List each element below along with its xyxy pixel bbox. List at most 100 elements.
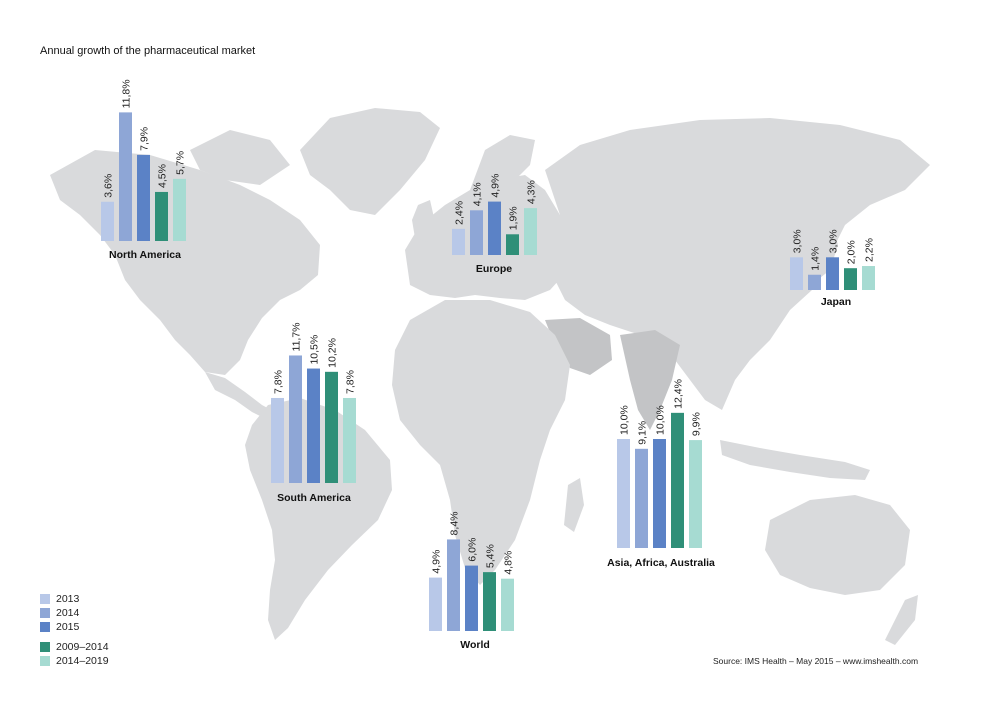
arctic-islands-landmass	[190, 130, 290, 185]
chart-world: 4,9% 8,4% 6,0% 5,4% 4,8% World	[429, 512, 515, 651]
uk-landmass	[412, 200, 435, 242]
bar-europe-2014	[470, 210, 483, 255]
legend-item-2013: 2013	[40, 592, 109, 606]
data-label-north-america-2014: 11,8%	[121, 79, 133, 108]
data-label-north-america-2009-2014: 4,5%	[157, 164, 169, 188]
data-label-south-america-2014-2019: 7,8%	[345, 370, 357, 394]
legend-label-2014: 2014	[56, 607, 80, 619]
bar-europe-2009-2014	[506, 234, 519, 255]
data-label-south-america-2015: 10,5%	[309, 335, 321, 365]
data-label-europe-2013: 2,4%	[454, 201, 466, 225]
bar-world-2014	[447, 539, 460, 631]
bar-japan-2015	[826, 257, 839, 290]
legend-swatch-2015	[40, 622, 50, 632]
bar-japan-2009-2014	[844, 268, 857, 290]
legend: 2013 2014 2015 2009–2014 2014–2019	[40, 592, 109, 668]
data-label-asia-africa-australia-2013: 10,0%	[619, 405, 631, 435]
bar-north-america-2015	[137, 154, 150, 241]
legend-label-2015: 2015	[56, 621, 80, 633]
data-label-europe-2014-2019: 4,3%	[526, 180, 538, 204]
bar-japan-2014	[808, 274, 821, 290]
bar-japan-2014-2019	[862, 266, 875, 290]
data-label-north-america-2013: 3,6%	[103, 174, 115, 198]
region-label-south-america: South America	[277, 492, 351, 504]
bar-north-america-2013	[101, 201, 114, 241]
bar-europe-2014-2019	[524, 208, 537, 255]
source-note: Source: IMS Health – May 2015 – www.imsh…	[713, 656, 919, 666]
bar-europe-2015	[488, 201, 501, 255]
legend-swatch-2009-2014	[40, 642, 50, 652]
bar-north-america-2014	[119, 112, 132, 241]
data-label-asia-africa-australia-2015: 10,0%	[655, 405, 667, 435]
data-label-world-2014-2019: 4,8%	[503, 551, 515, 575]
data-label-japan-2015: 3,0%	[828, 229, 840, 253]
data-label-japan-2014-2019: 2,2%	[864, 238, 876, 262]
data-label-japan-2009-2014: 2,0%	[846, 240, 858, 264]
data-label-europe-2015: 4,9%	[490, 174, 502, 198]
chart-japan: 3,0% 1,4% 3,0% 2,0% 2,2% Japan	[790, 229, 876, 308]
legend-label-2014-2019: 2014–2019	[56, 655, 109, 667]
bar-world-2014-2019	[501, 578, 514, 631]
north-america-landmass	[50, 150, 320, 375]
bar-europe-2013	[452, 228, 465, 255]
region-label-world: World	[460, 639, 490, 651]
bar-south-america-2014-2019	[343, 397, 356, 483]
data-label-world-2015: 6,0%	[467, 538, 479, 562]
bar-asia-africa-australia-2014	[635, 448, 648, 548]
bar-south-america-2014	[289, 355, 302, 483]
region-label-asia-africa-australia: Asia, Africa, Australia	[607, 557, 715, 569]
legend-item-2009-2014: 2009–2014	[40, 640, 109, 654]
bar-asia-africa-australia-2015	[653, 439, 666, 548]
bar-north-america-2009-2014	[155, 191, 168, 241]
scandinavia-landmass	[470, 135, 535, 190]
australia-landmass	[765, 495, 910, 595]
bar-south-america-2013	[271, 397, 284, 483]
legend-label-2009-2014: 2009–2014	[56, 641, 109, 653]
legend-label-2013: 2013	[56, 593, 80, 605]
bar-world-2015	[465, 565, 478, 631]
data-label-japan-2013: 3,0%	[792, 229, 804, 253]
bar-north-america-2014-2019	[173, 178, 186, 241]
bar-world-2009-2014	[483, 572, 496, 631]
legend-item-2014-2019: 2014–2019	[40, 654, 109, 668]
data-label-world-2009-2014: 5,4%	[485, 544, 497, 568]
bar-world-2013	[429, 577, 442, 631]
arabia-landmass	[545, 318, 612, 375]
chart-asia-africa-australia: 10,0% 9,1% 10,0% 12,4% 9,9% Asia, Africa, Aus…	[607, 379, 715, 569]
legend-swatch-2013	[40, 594, 50, 604]
indonesia-landmass	[720, 440, 870, 480]
legend-item-2014: 2014	[40, 606, 109, 620]
data-label-europe-2009-2014: 1,9%	[508, 206, 520, 230]
data-label-asia-africa-australia-2014: 9,1%	[637, 421, 649, 445]
chart-title: Annual growth of the pharmaceutical mark…	[40, 45, 256, 57]
bar-south-america-2009-2014	[325, 371, 338, 483]
madagascar-landmass	[564, 478, 584, 532]
bar-japan-2013	[790, 257, 803, 290]
greenland-landmass	[300, 108, 440, 215]
data-label-world-2014: 8,4%	[449, 512, 461, 536]
region-label-japan: Japan	[821, 296, 851, 308]
new-zealand-landmass	[885, 595, 918, 645]
data-label-south-america-2009-2014: 10,2%	[327, 338, 339, 368]
data-label-north-america-2014-2019: 5,7%	[175, 151, 187, 175]
region-label-north-america: North America	[109, 249, 181, 261]
bar-asia-africa-australia-2014-2019	[689, 440, 702, 548]
central-america-landmass	[205, 372, 275, 420]
data-label-south-america-2013: 7,8%	[273, 370, 285, 394]
data-label-asia-africa-australia-2014-2019: 9,9%	[691, 412, 703, 436]
data-label-world-2013: 4,9%	[431, 550, 443, 574]
region-label-europe: Europe	[476, 263, 512, 275]
bar-asia-africa-australia-2009-2014	[671, 412, 684, 548]
data-label-asia-africa-australia-2009-2014: 12,4%	[673, 379, 685, 409]
bar-south-america-2015	[307, 368, 320, 483]
africa-landmass	[392, 300, 570, 585]
bar-asia-africa-australia-2013	[617, 439, 630, 548]
chart-south-america: 7,8% 11,7% 10,5% 10,2% 7,8% South America	[271, 322, 357, 504]
data-label-south-america-2014: 11,7%	[291, 322, 303, 351]
legend-swatch-2014-2019	[40, 656, 50, 666]
data-label-north-america-2015: 7,9%	[139, 127, 151, 151]
chart-europe: 2,4% 4,1% 4,9% 1,9% 4,3% Europe	[452, 174, 538, 275]
legend-swatch-2014	[40, 608, 50, 618]
